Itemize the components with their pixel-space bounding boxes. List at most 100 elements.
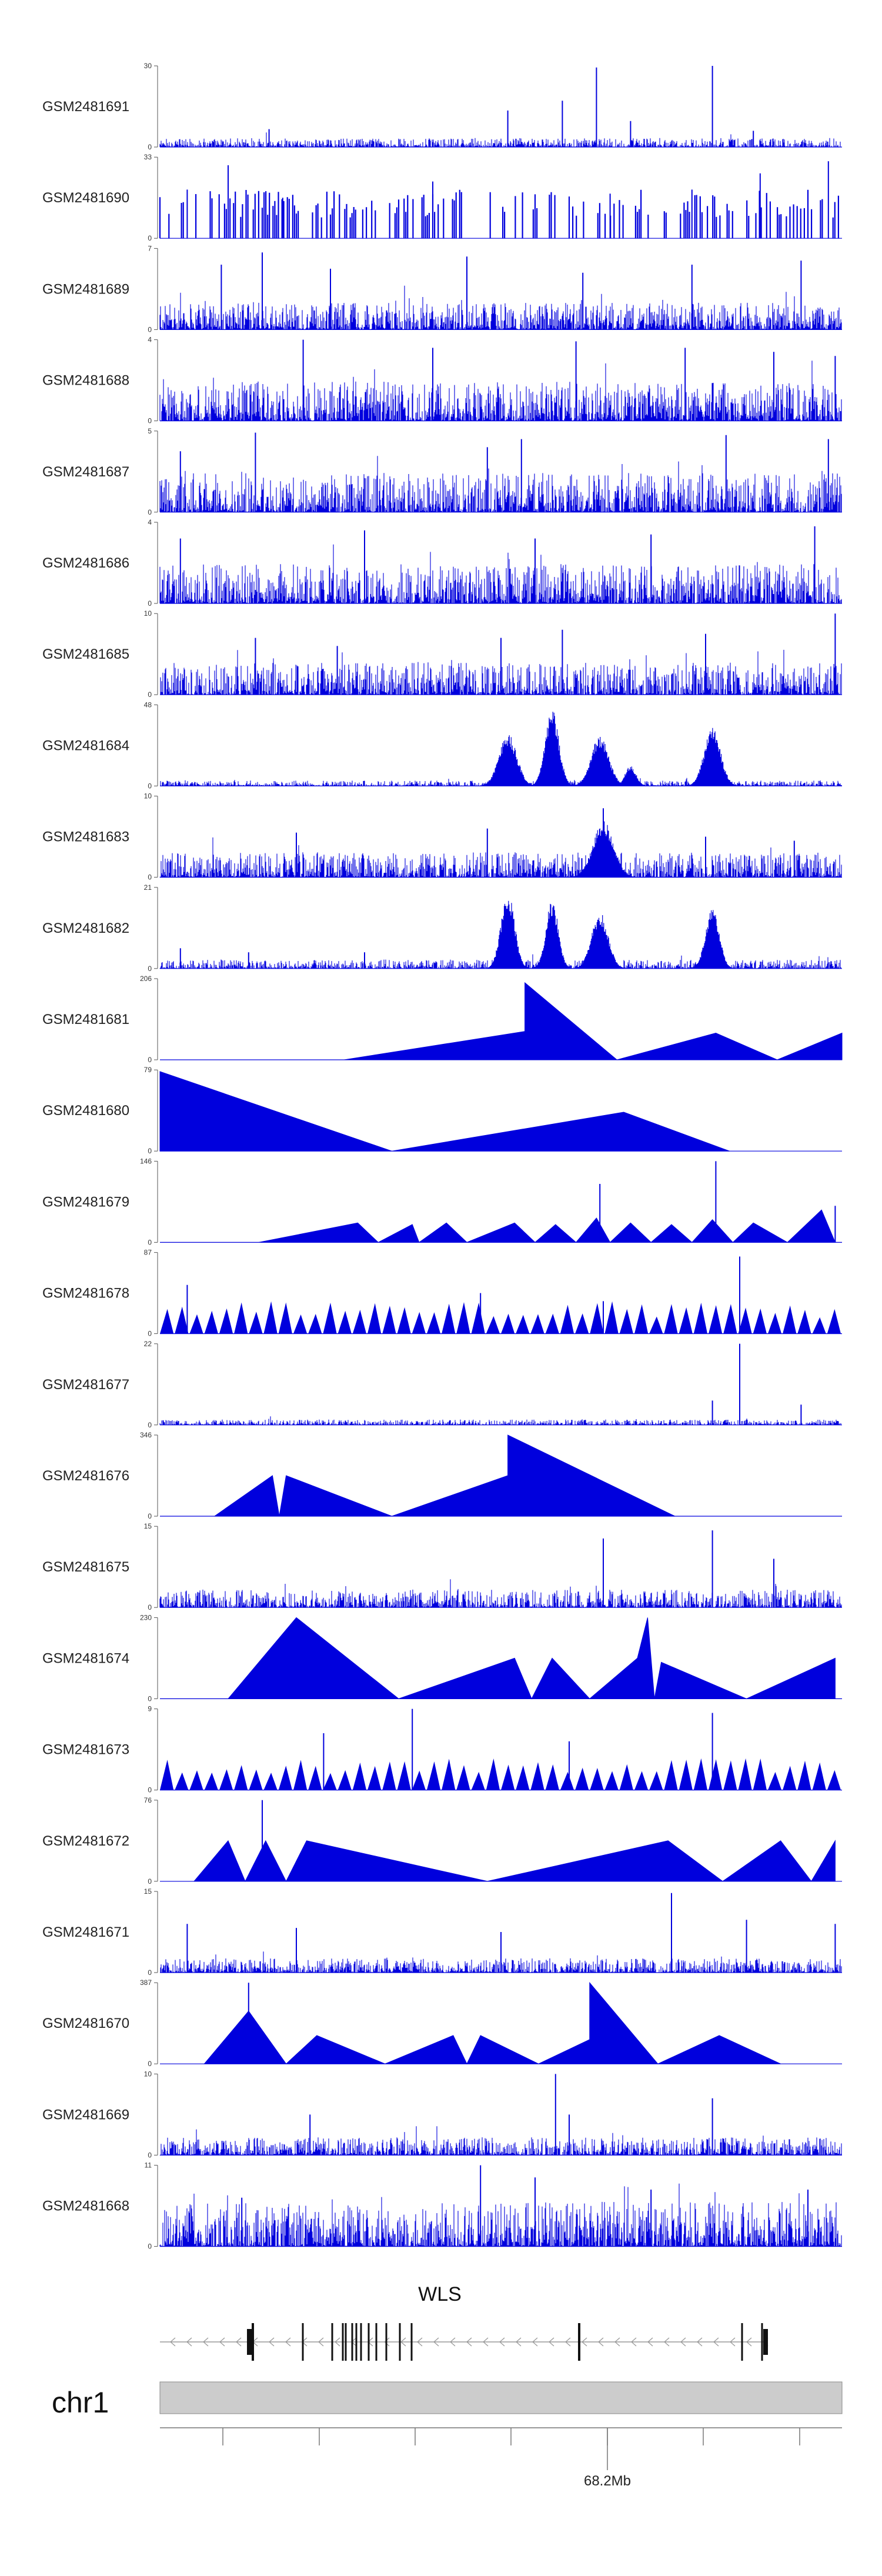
y-min-label: 0 xyxy=(148,508,152,516)
signal-bars xyxy=(159,1579,842,1608)
y-max-label: 11 xyxy=(145,2161,152,2170)
y-min-label: 0 xyxy=(148,873,152,882)
strand-arrow xyxy=(285,2337,291,2347)
gene-exon xyxy=(385,2323,387,2361)
track-label: GSM2481674 xyxy=(42,1650,129,1666)
y-max-label: 10 xyxy=(144,2070,152,2078)
y-max-label: 87 xyxy=(144,1249,152,1257)
gene-exon xyxy=(763,2329,768,2355)
track-GSM2481685: GSM2481685 10 0 xyxy=(42,609,842,699)
signal-bars xyxy=(159,132,841,147)
y-min-label: 0 xyxy=(148,2060,152,2068)
strand-arrow xyxy=(269,2337,275,2347)
track-GSM2481670: GSM2481670 387 0 xyxy=(42,1978,842,2068)
strand-arrow xyxy=(730,2337,736,2347)
signal-tracks: GSM2481691300GSM2481690330GSM248168970GS… xyxy=(42,62,843,2251)
signal-peak xyxy=(527,712,576,786)
track-GSM2481686: GSM2481686 4 0 xyxy=(42,518,842,608)
gene-exon xyxy=(410,2323,413,2361)
y-max-label: 79 xyxy=(144,1066,152,1074)
signal-peak xyxy=(530,903,574,969)
y-max-label: 15 xyxy=(144,1887,152,1896)
track-label: GSM2481682 xyxy=(42,920,129,936)
track-label: GSM2481690 xyxy=(42,190,129,206)
track-label: GSM2481688 xyxy=(42,373,129,389)
track-label: GSM2481672 xyxy=(42,1833,129,1849)
gene-exon xyxy=(331,2323,333,2361)
y-min-label: 0 xyxy=(148,965,152,973)
strand-arrow xyxy=(219,2337,225,2347)
gene-exon xyxy=(399,2323,401,2361)
track-label: GSM2481673 xyxy=(42,1742,129,1758)
track-label: GSM2481676 xyxy=(42,1468,129,1484)
track-label: GSM2481681 xyxy=(42,1012,129,1027)
y-min-label: 0 xyxy=(148,417,152,425)
track-GSM2481676: GSM2481676 346 0 xyxy=(42,1431,842,1520)
gene-exon xyxy=(247,2329,253,2355)
strand-arrow xyxy=(203,2337,209,2347)
track-label: GSM2481669 xyxy=(42,2107,129,2123)
track-label: GSM2481678 xyxy=(42,1286,129,1302)
track-GSM2481690: GSM2481690 33 0 xyxy=(42,153,842,242)
y-min-label: 0 xyxy=(148,1056,152,1064)
track-GSM2481689: GSM2481689 7 0 xyxy=(42,244,842,333)
track-GSM2481678: GSM2481678 87 0 xyxy=(42,1249,842,1338)
track-label: GSM2481677 xyxy=(42,1377,129,1393)
y-min-label: 0 xyxy=(148,782,152,790)
strand-arrow xyxy=(236,2337,242,2347)
signal-area xyxy=(259,1209,836,1243)
track-GSM2481671: GSM2481671 15 0 xyxy=(42,1887,842,1977)
y-min-label: 0 xyxy=(148,2151,152,2159)
signal-area xyxy=(227,1617,836,1700)
y-min-label: 0 xyxy=(148,690,152,699)
track-label: GSM2481691 xyxy=(42,99,129,115)
strand-arrow xyxy=(483,2337,489,2347)
y-max-label: 9 xyxy=(148,1705,152,1713)
track-label: GSM2481675 xyxy=(42,1559,129,1575)
track-GSM2481691: GSM2481691 30 0 xyxy=(42,62,842,151)
strand-arrow xyxy=(664,2337,670,2347)
track-label: GSM2481686 xyxy=(42,555,129,571)
strand-arrow xyxy=(186,2337,192,2347)
signal-bars xyxy=(160,649,842,695)
strand-arrow xyxy=(318,2337,324,2347)
signal-peak xyxy=(476,735,539,786)
signal-area xyxy=(160,1301,841,1334)
y-min-label: 0 xyxy=(148,1238,152,1246)
track-label: GSM2481684 xyxy=(42,738,129,753)
track-GSM2481680: GSM2481680 79 0 xyxy=(42,1066,842,1155)
gene-exon xyxy=(302,2323,304,2361)
signal-peak xyxy=(570,915,629,969)
gene-label: WLS xyxy=(418,2283,462,2305)
track-GSM2481674: GSM2481674 230 0 xyxy=(42,1613,842,1703)
y-min-label: 0 xyxy=(148,1968,152,1977)
signal-bars xyxy=(159,544,842,603)
gene-exon xyxy=(368,2323,370,2361)
track-label: GSM2481668 xyxy=(42,2198,129,2214)
strand-arrow xyxy=(614,2337,620,2347)
chromosome-ideogram xyxy=(159,2381,843,2414)
y-min-label: 0 xyxy=(148,1330,152,1338)
y-max-label: 76 xyxy=(144,1796,152,1804)
strand-arrow xyxy=(499,2337,505,2347)
track-label: GSM2481671 xyxy=(42,1924,129,1940)
track-GSM2481669: GSM2481669 10 0 xyxy=(42,2070,842,2159)
signal-area xyxy=(344,982,843,1060)
signal-bars xyxy=(159,837,842,877)
track-GSM2481688: GSM2481688 4 0 xyxy=(42,336,842,425)
track-GSM2481681: GSM2481681 206 0 xyxy=(42,975,843,1064)
strand-arrow xyxy=(532,2337,538,2347)
y-max-label: 15 xyxy=(144,1522,152,1530)
strand-arrow xyxy=(335,2337,340,2347)
y-max-label: 346 xyxy=(140,1431,152,1439)
signal-peak xyxy=(683,728,741,786)
y-max-label: 4 xyxy=(148,336,152,344)
gene-exon xyxy=(342,2323,344,2361)
strand-arrow xyxy=(582,2337,587,2347)
strand-arrow xyxy=(549,2337,554,2347)
gene-track: WLS xyxy=(160,2283,769,2361)
track-GSM2481672: GSM2481672 76 0 xyxy=(42,1796,842,1886)
y-max-label: 230 xyxy=(140,1613,152,1621)
strand-arrow xyxy=(450,2337,456,2347)
axis-ticks xyxy=(222,2428,800,2470)
